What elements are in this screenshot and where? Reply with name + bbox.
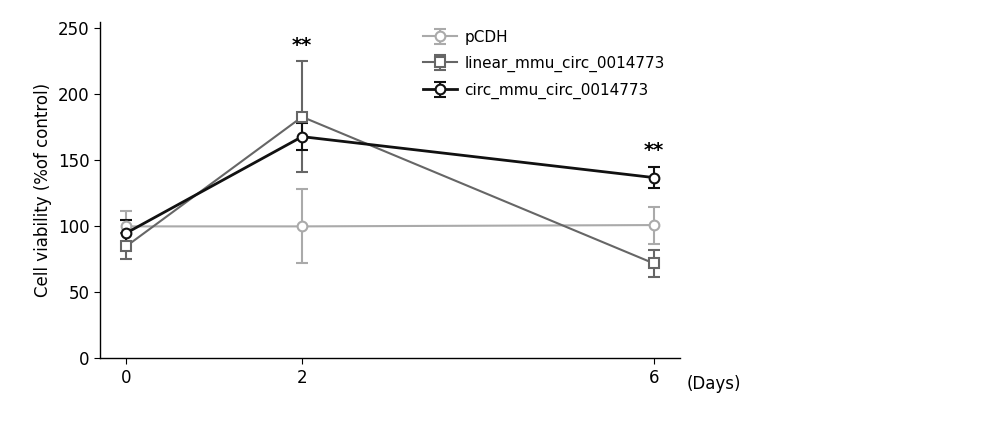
Legend: pCDH, linear_mmu_circ_0014773, circ_mmu_circ_0014773: pCDH, linear_mmu_circ_0014773, circ_mmu_… (415, 23, 672, 107)
Text: **: ** (644, 142, 664, 160)
Text: **: ** (292, 36, 312, 55)
Y-axis label: Cell viability (%of control): Cell viability (%of control) (34, 83, 52, 297)
Text: (Days): (Days) (687, 375, 741, 393)
